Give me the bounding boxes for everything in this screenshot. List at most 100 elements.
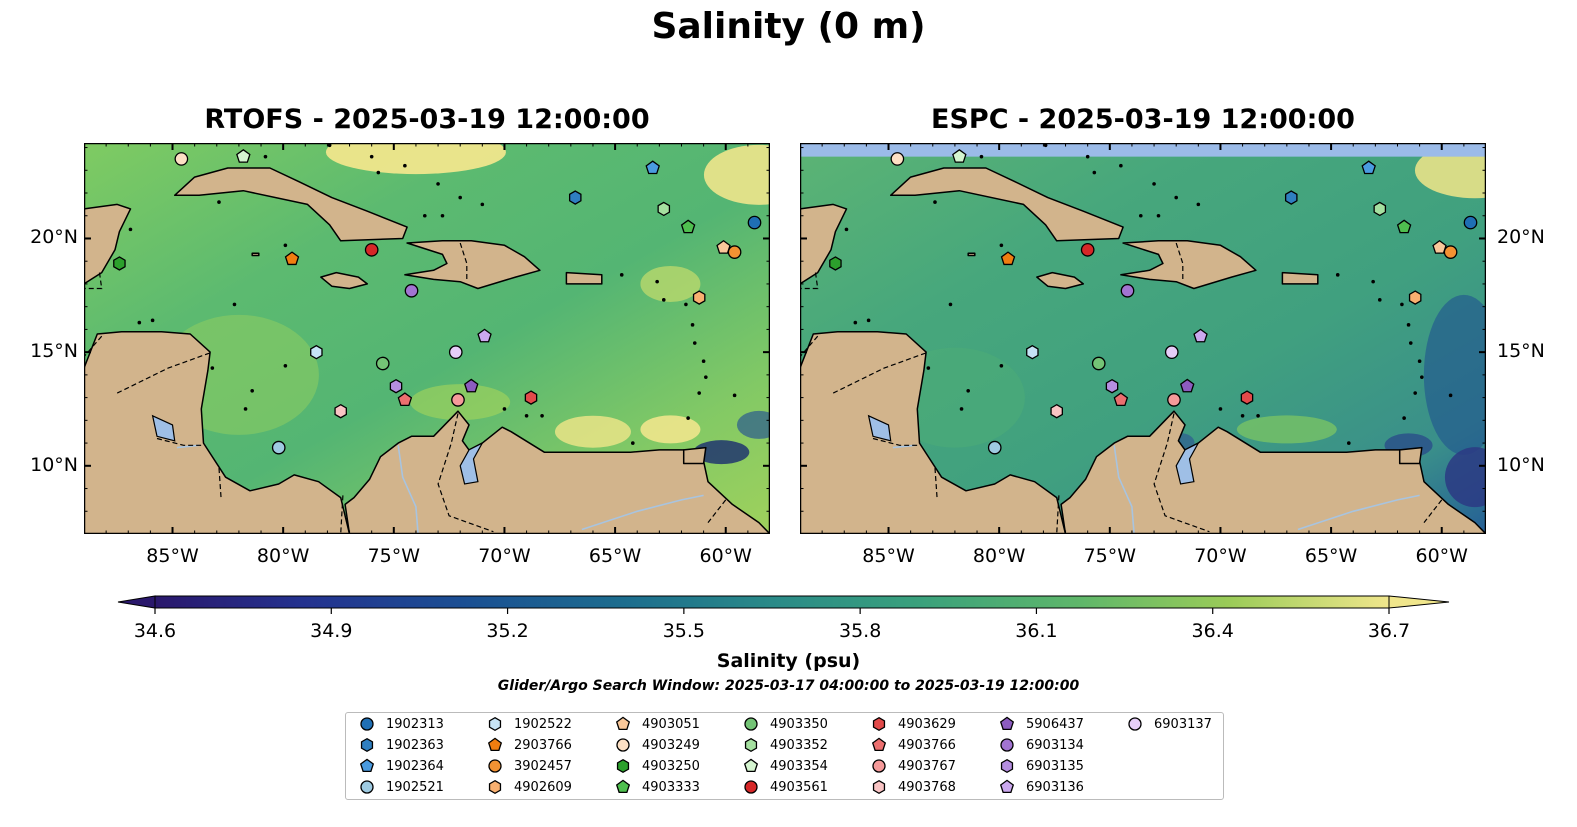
country-border bbox=[934, 468, 938, 500]
legend-label: 1902364 bbox=[386, 758, 444, 774]
lon-tick-label: 80°W bbox=[256, 545, 310, 567]
small-island bbox=[436, 182, 440, 186]
float-marker-4903561 bbox=[364, 242, 379, 257]
land-south-america bbox=[1060, 410, 1486, 534]
legend-marker-shape bbox=[999, 779, 1015, 793]
legend-marker-shape bbox=[1000, 738, 1014, 752]
float-marker-4902609 bbox=[1408, 290, 1422, 305]
lon-tick-label: 80°W bbox=[972, 545, 1026, 567]
legend-item: 6903135 bbox=[998, 756, 1084, 776]
small-island bbox=[283, 363, 288, 368]
lon-tick-label: 65°W bbox=[588, 545, 642, 567]
small-island bbox=[966, 388, 970, 393]
legend-label: 4903250 bbox=[642, 758, 700, 774]
small-island bbox=[732, 393, 737, 398]
high-salinity-patch bbox=[703, 144, 770, 205]
legend-label: 1902521 bbox=[386, 779, 444, 795]
float-marker-1902522 bbox=[1026, 344, 1039, 360]
float-marker-3902457 bbox=[727, 245, 742, 259]
land-cuba bbox=[173, 167, 408, 242]
small-island bbox=[440, 213, 445, 218]
legend-item: 4903051 bbox=[614, 714, 700, 734]
small-island bbox=[999, 363, 1004, 368]
float-marker-4903767 bbox=[451, 393, 465, 407]
float-marker-1902522 bbox=[310, 344, 323, 360]
legend-label: 6903135 bbox=[1026, 758, 1084, 774]
small-island bbox=[933, 200, 937, 204]
legend-marker-circle-icon bbox=[616, 738, 630, 752]
small-island bbox=[1156, 213, 1161, 218]
legend-item: 5906437 bbox=[998, 714, 1084, 734]
legend-marker-circle-icon bbox=[1000, 738, 1014, 752]
river bbox=[397, 445, 419, 534]
legend-label: 1902363 bbox=[386, 737, 444, 753]
small-island bbox=[1174, 195, 1178, 200]
lake-maracaibo bbox=[1175, 441, 1200, 485]
legend-item: 4903629 bbox=[870, 714, 956, 734]
float-marker-4903333 bbox=[680, 219, 696, 234]
float-marker-4903350 bbox=[375, 356, 390, 371]
small-island bbox=[692, 341, 697, 345]
legend-marker-shape bbox=[615, 779, 631, 793]
lon-tick-label: 70°W bbox=[478, 545, 531, 567]
float-marker-6903137 bbox=[448, 345, 463, 359]
float-marker-4903333 bbox=[1396, 219, 1412, 234]
legend-marker-pentagon-icon bbox=[487, 737, 503, 751]
float-marker-4903766 bbox=[1113, 392, 1129, 407]
legend-marker-hexagon-icon bbox=[488, 716, 502, 732]
legend-label: 4903333 bbox=[642, 779, 700, 795]
legend-marker-shape bbox=[1128, 717, 1142, 731]
land-jamaica bbox=[1036, 271, 1085, 290]
legend-label: 1902522 bbox=[514, 716, 572, 732]
legend-label: 6903137 bbox=[1154, 716, 1212, 732]
lake-maracaibo bbox=[459, 441, 484, 485]
land-yucatan bbox=[800, 203, 848, 285]
legend-marker-circle-icon bbox=[1128, 717, 1142, 731]
small-island bbox=[686, 416, 690, 420]
legend-marker-circle-icon bbox=[360, 717, 374, 731]
lon-tick-label: 70°W bbox=[1194, 545, 1247, 567]
legend-item: 3902457 bbox=[486, 756, 572, 776]
float-marker-4903629 bbox=[524, 390, 538, 405]
small-island bbox=[1377, 298, 1382, 302]
country-border bbox=[84, 272, 103, 290]
land-jamaica bbox=[320, 271, 369, 290]
legend-item: 4903561 bbox=[742, 777, 828, 797]
legend-label: 4903350 bbox=[770, 716, 828, 732]
country-border bbox=[84, 335, 103, 358]
legend-item: 4903350 bbox=[742, 714, 828, 734]
small-island bbox=[1138, 213, 1143, 218]
float-marker-4903051 bbox=[1432, 239, 1447, 254]
high-salinity-patch bbox=[640, 265, 701, 302]
small-island bbox=[1092, 170, 1097, 175]
float-marker-4903350 bbox=[1091, 356, 1106, 371]
high-salinity-patch bbox=[554, 415, 631, 448]
small-island bbox=[1218, 407, 1223, 411]
high-salinity-patch bbox=[1414, 143, 1486, 199]
legend-marker-shape bbox=[615, 716, 631, 730]
legend-marker-pentagon-icon bbox=[999, 716, 1015, 730]
small-island bbox=[1371, 279, 1375, 284]
float-marker-6903135 bbox=[1105, 378, 1119, 394]
small-island bbox=[150, 318, 155, 323]
legend-item: 1902522 bbox=[486, 714, 572, 734]
legend-marker-shape bbox=[999, 716, 1015, 730]
small-island bbox=[959, 407, 964, 411]
legend-label: 2903766 bbox=[514, 737, 572, 753]
lat-tick-label-right: 15°N bbox=[1497, 340, 1545, 363]
lon-tick-label: 60°W bbox=[699, 545, 752, 567]
colorbar-tick-label: 34.9 bbox=[310, 620, 353, 642]
small-island bbox=[1256, 413, 1260, 418]
float-marker-4903768 bbox=[1050, 403, 1063, 419]
map-panel-rtofs bbox=[84, 143, 770, 534]
small-island bbox=[263, 154, 268, 159]
legend-label: 4902609 bbox=[514, 779, 572, 795]
no-data-band bbox=[800, 143, 1486, 157]
legend-marker-shape bbox=[744, 737, 758, 753]
legend-marker-circle-icon bbox=[744, 780, 758, 794]
map-frame bbox=[800, 143, 1486, 534]
small-island bbox=[979, 154, 984, 159]
legend-label: 4903766 bbox=[898, 737, 956, 753]
river bbox=[1113, 445, 1135, 534]
map-panel-espc bbox=[800, 143, 1486, 534]
